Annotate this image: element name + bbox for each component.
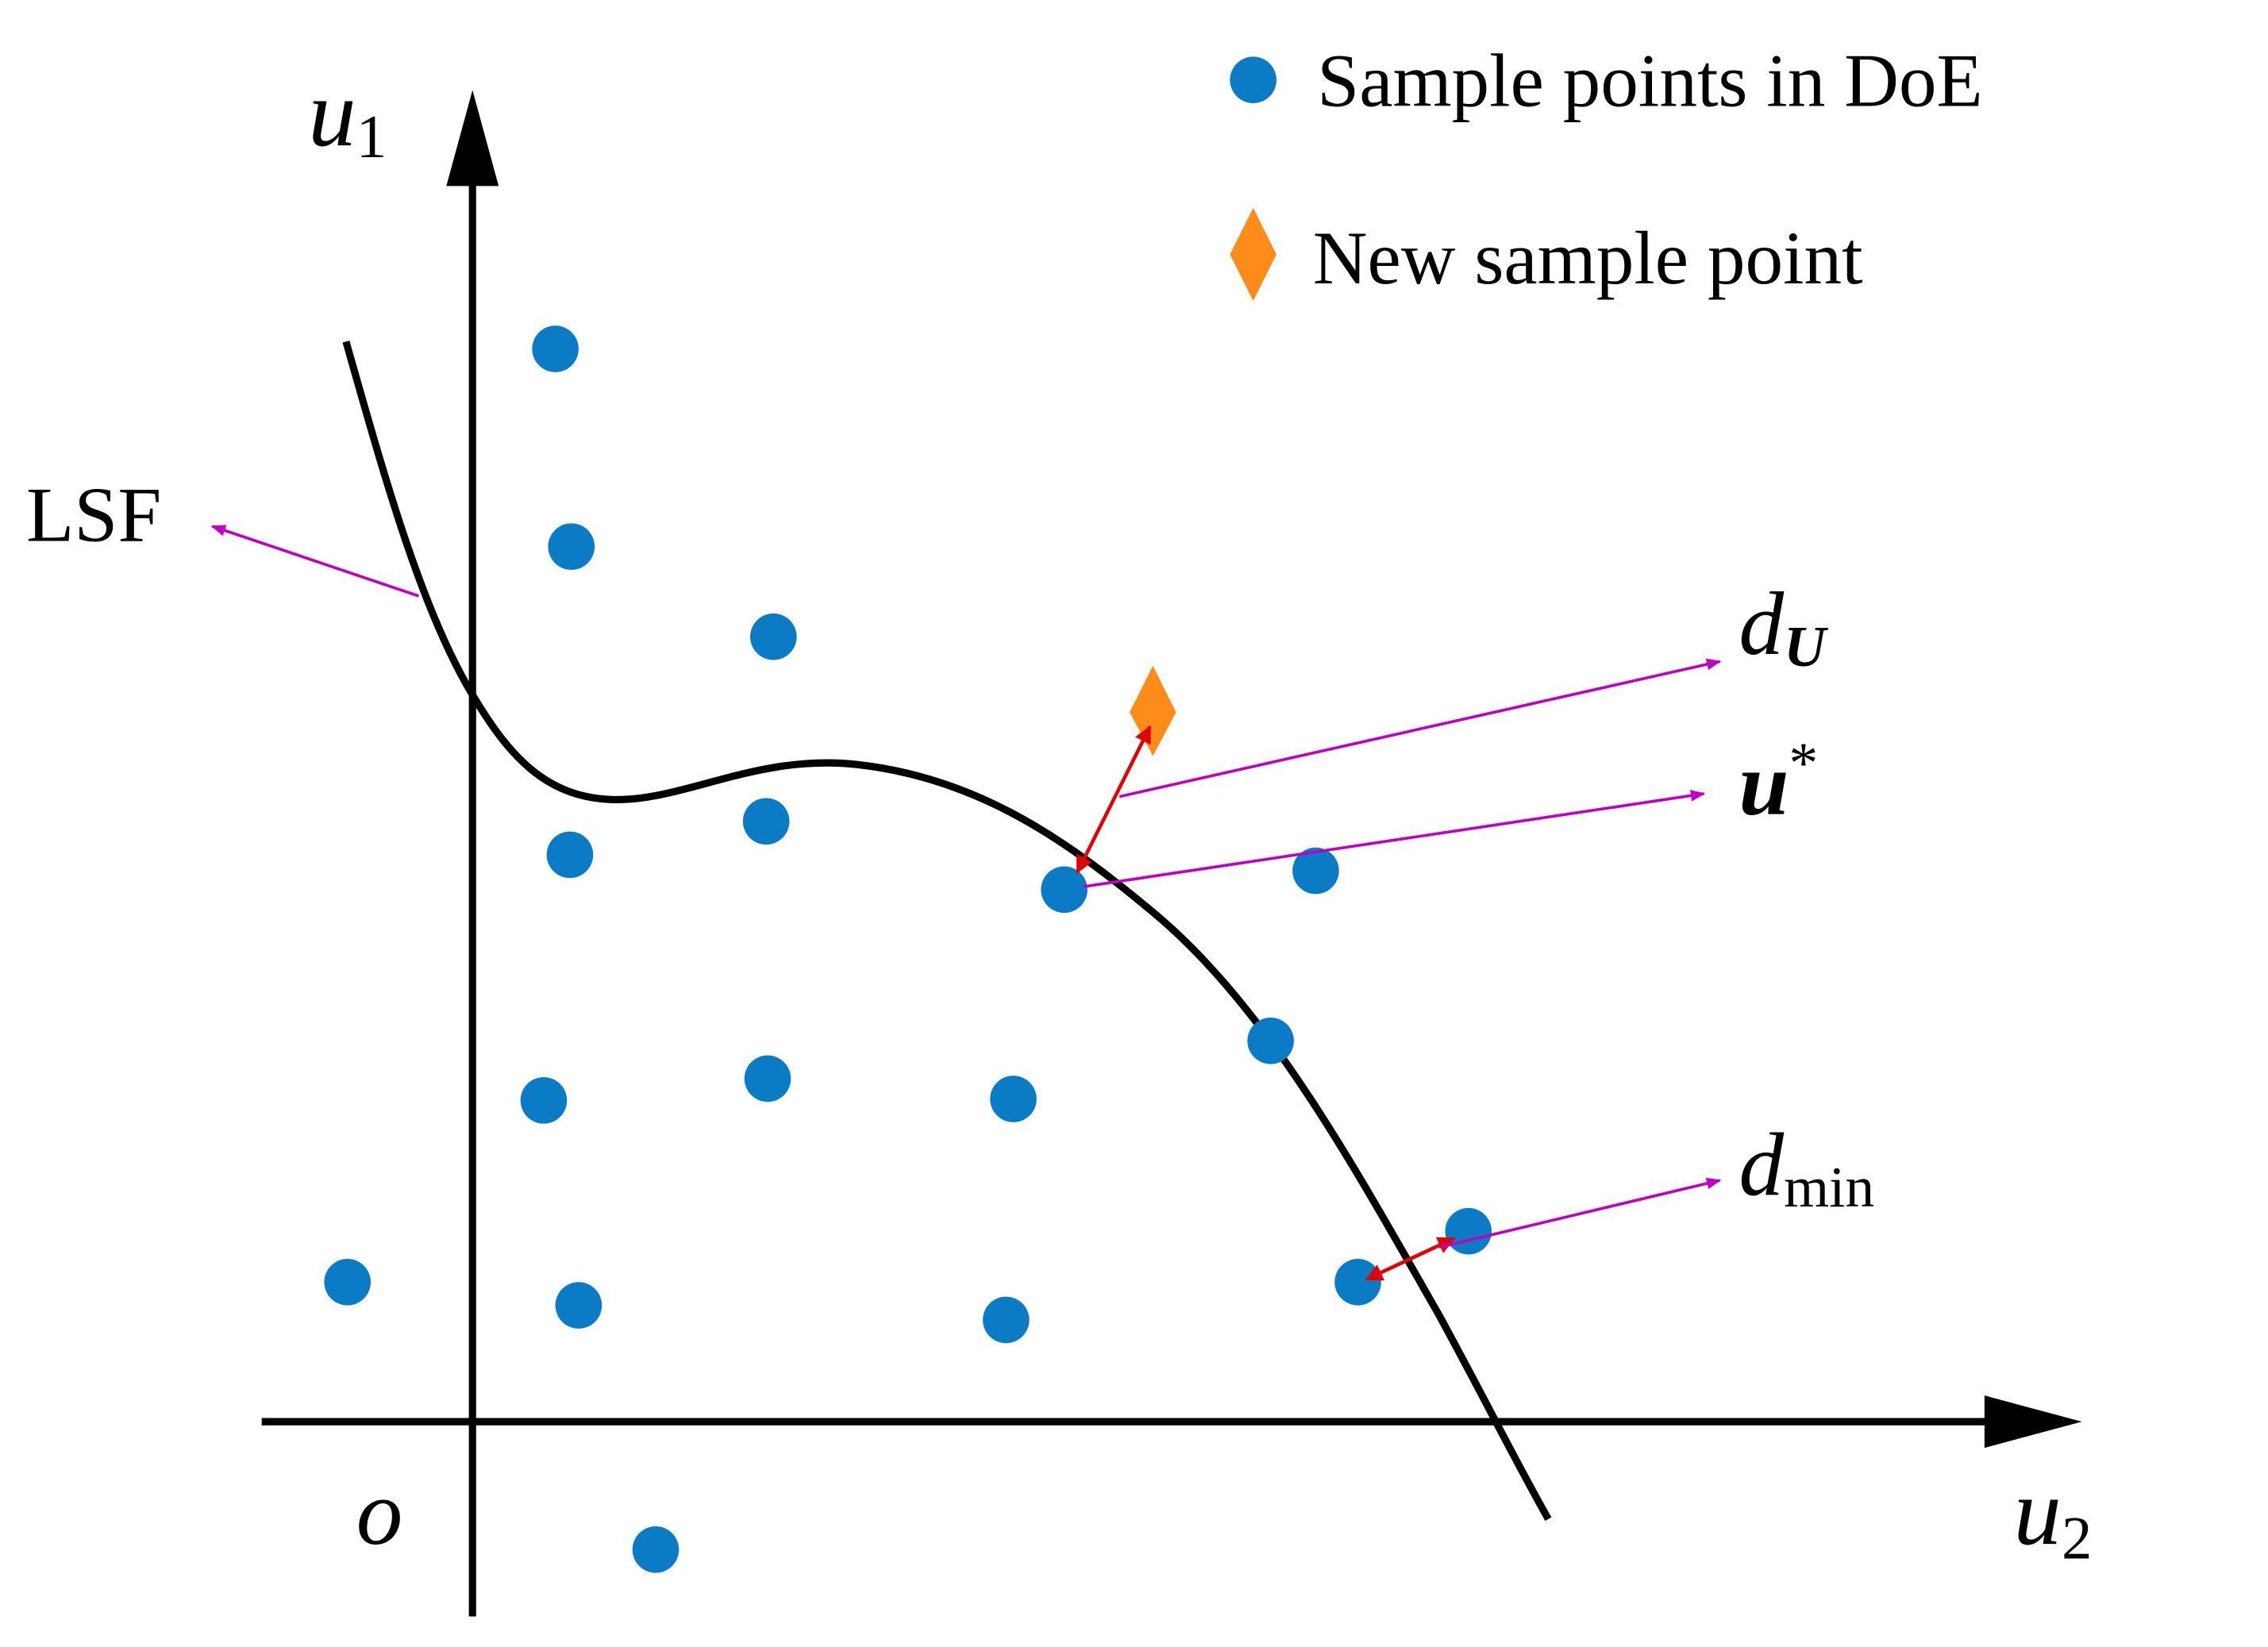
sample-point [548,523,595,570]
sample-point [1041,866,1088,914]
sample-point [744,1055,791,1102]
sample-point [750,613,797,660]
sample-point [632,1526,680,1573]
subscript: min [1784,1155,1874,1219]
x-axis-label: u2 [2014,1459,2093,1572]
x-axis-arrow [1984,1395,2082,1449]
sample-point [555,1282,603,1329]
symbol: u [1739,734,1789,834]
symbol: u [2014,1459,2062,1565]
d-u-label: dU [1739,574,1829,679]
u-star-label: u* [1739,730,1818,833]
sample-point [520,1077,568,1124]
leader-line [1438,1177,1722,1249]
superscript: * [1789,730,1819,795]
subscript: 1 [356,102,387,171]
y-axis-label: u1 [308,60,387,171]
y-axis-arrow [446,90,499,187]
legend-marker [1230,207,1276,302]
leader-line [210,525,420,598]
origin-label: o [356,1462,403,1564]
symbol: u [308,60,356,167]
subscript: 2 [2062,1503,2092,1572]
legend-label: Sample points in DoE [1317,39,1982,123]
sample-point [742,798,790,845]
d-min-label: dmin [1739,1114,1874,1219]
sample-point [1334,1259,1381,1306]
sample-point [983,1296,1030,1344]
sample-point [990,1076,1037,1122]
legend-label: New sample point [1313,216,1863,300]
subscript: U [1784,614,1829,679]
lsf-curve [342,341,1552,1522]
symbol: d [1739,1114,1785,1214]
distance-arrow [1076,725,1152,874]
new-sample-point [1130,665,1176,756]
lsf-label: LSF [26,471,161,558]
sample-point [546,831,594,879]
sample-point [1292,847,1339,895]
sample-point [532,325,579,372]
sample-point [1247,1017,1294,1064]
sample-points [324,325,1492,1573]
distance-arrow [1365,1237,1456,1281]
symbol: d [1739,574,1785,674]
leader-line [1083,790,1706,888]
leader-line [1119,658,1722,798]
sample-point [1445,1207,1492,1255]
legend-marker [1230,56,1276,104]
sample-point [324,1259,372,1306]
